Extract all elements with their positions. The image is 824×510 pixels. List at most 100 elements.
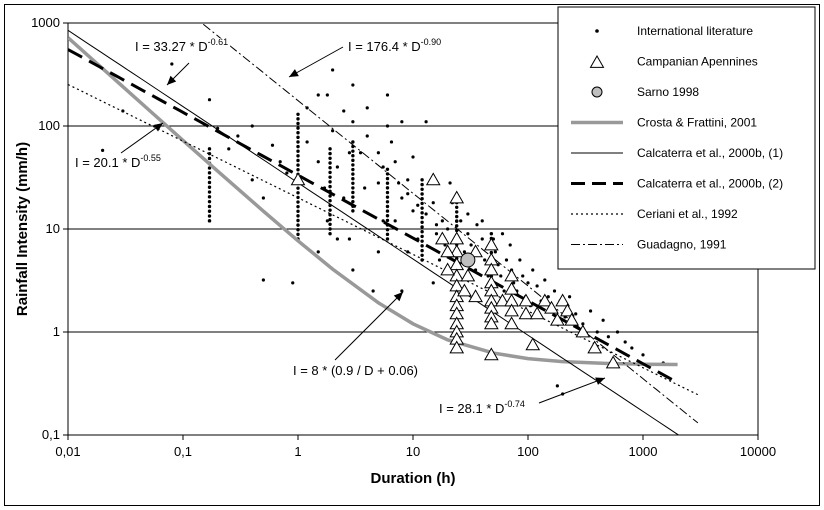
intl-literature-point [328,161,332,165]
annotation-arrow [334,291,404,361]
intl-literature-point [483,258,487,262]
intl-literature-point [351,195,355,199]
y-tick-label: 0,1 [42,427,60,442]
intl-literature-point [385,204,390,209]
intl-literature-point [376,181,380,185]
intl-literature-point [170,62,174,66]
sarno-1998-point [460,252,476,268]
campanian-point [440,262,455,276]
intl-literature-point [351,209,355,213]
intl-literature-point [385,124,390,128]
intl-literature-point [606,335,610,339]
intl-literature-point [420,225,424,229]
intl-literature-point [296,144,300,149]
intl-literature-point [420,192,424,196]
intl-literature-point [335,237,339,241]
intl-literature-point [385,195,390,199]
threshold-curves [68,23,699,435]
intl-literature-point [365,134,369,138]
chart-frame: 0,01 0,1 1 10 100 1000 10000 0,1 1 10 100 1000 I =… [4,4,820,506]
legend-label: Campanian Apennines [637,55,758,69]
intl-literature-point [328,156,332,160]
intl-literature-point [448,181,452,185]
legend-label: Crosta & Frattini, 2001 [637,116,757,130]
intl-literature-point [434,232,439,236]
intl-literature-point [434,223,439,227]
intl-literature-point [376,250,380,254]
intl-literature-point [331,129,335,133]
intl-literature-point [601,318,605,322]
campanian-point [483,347,499,361]
intl-literature-point [250,178,254,182]
intl-literature-point [502,289,506,293]
intl-literature-point [526,281,530,285]
campanian-point [605,355,621,369]
annotation-arrowhead [393,292,403,302]
intl-literature-point [385,167,390,171]
intl-literature-point [296,167,300,172]
intl-literature-point [347,151,352,155]
intl-literature-point [207,156,212,161]
intl-literature-point [420,230,424,234]
intl-literature-point [641,353,645,357]
intl-literature-point [328,175,332,179]
campanian-point [504,268,519,282]
intl-literature-point [385,232,390,237]
intl-literature-point [296,112,300,116]
intl-literature-point [296,149,300,153]
campanian-point [560,303,575,317]
campanian-point [495,293,510,307]
intl-literature-point [285,171,289,175]
x-tick-label: 10 [406,444,420,459]
intl-literature-point [296,135,300,140]
campanian-point [575,324,591,338]
intl-literature-point [351,140,355,144]
intl-literature-point [411,209,415,213]
campanian-point [460,268,476,282]
intl-literature-point [207,166,212,170]
intl-literature-point [462,250,467,254]
x-tick-label: 100 [517,444,539,459]
intl-literature-point [416,203,420,207]
intl-literature-point [296,204,300,209]
campanian-point [440,244,455,258]
intl-literature-point [296,232,300,237]
annotation-arrowhead [595,377,605,385]
intl-literature-point [376,151,380,155]
intl-literature-point [385,227,390,232]
intl-literature-point [358,151,363,155]
intl-literature-point [328,232,332,236]
annotation-exponent: -0.90 [421,37,442,47]
intl-literature-point [261,278,265,282]
intl-literature-point [325,93,329,97]
intl-literature-point [508,243,512,247]
y-axis-ticks: 0,1 1 10 100 1000 [31,15,68,442]
intl-literature-point [365,106,369,110]
intl-literature-point [552,289,557,293]
intl-literature-point [296,154,300,158]
intl-literature-point [335,165,339,169]
campanian-point [449,190,465,204]
campanian-point [518,306,534,320]
legend-item: Calcaterra et al., 2000b, (1) [571,146,783,160]
intl-literature-point [406,178,410,182]
intl-literature-point [420,206,424,210]
intl-literature-point [389,140,394,144]
intl-literature-point [466,212,470,216]
intl-literature-point [296,158,300,163]
annotation-formula: I = 176.4 * D-0.90 [348,37,441,54]
intl-literature-point [385,176,390,181]
intl-literature-point [296,209,300,213]
intl-literature-point [535,284,539,288]
intl-literature-point [385,237,390,241]
intl-literature-point [351,181,355,185]
campanian-point [504,316,519,330]
annotation-arrow [288,46,344,78]
campanian-point [425,172,441,186]
threshold-line-guadagno-1991 [202,23,699,424]
intl-literature-point [250,124,254,128]
intl-literature-point [400,196,404,200]
annotation-exponent: -0.61 [208,37,229,47]
legend-item: Crosta & Frattini, 2001 [571,116,757,130]
intl-literature-point [328,199,332,203]
